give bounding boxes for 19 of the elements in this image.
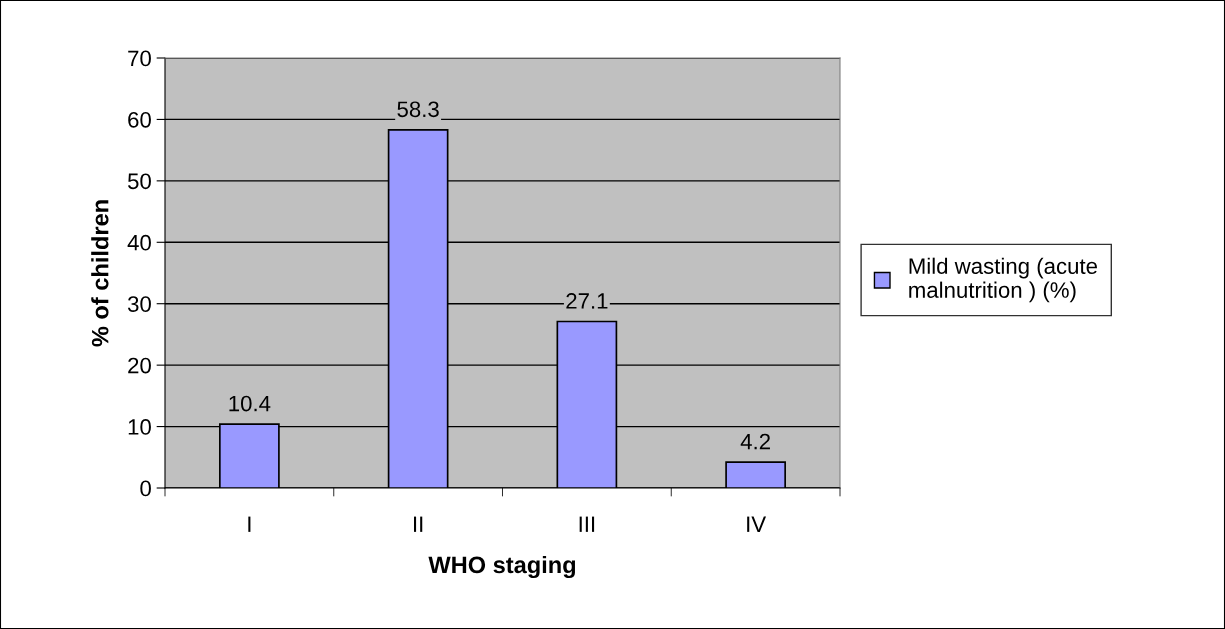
y-tick-label: 70 [128, 50, 151, 67]
x-axis-title: WHO staging [428, 555, 576, 579]
data-label: 27.1 [566, 293, 608, 309]
y-tick-label: 10 [128, 419, 151, 435]
legend-label: Mild wasting (acute malnutrition ) (%) [909, 257, 1097, 303]
x-tick-label: IV [747, 516, 767, 532]
x-tick-label: I [248, 516, 251, 532]
y-tick-label: 30 [127, 296, 151, 312]
y-axis-title: % of children [91, 200, 109, 347]
y-tick-label: 40 [127, 234, 151, 251]
data-label: 58.3 [397, 101, 439, 118]
x-tick-label: III [579, 516, 595, 532]
data-label: 10.4 [229, 395, 271, 412]
x-tick-label: II [414, 516, 423, 532]
y-tick-label: 20 [128, 357, 151, 374]
data-label: 4.2 [740, 433, 770, 450]
y-tick-label: 50 [127, 173, 151, 190]
y-tick-label: 0 [140, 480, 151, 497]
y-tick-label: 60 [128, 111, 151, 128]
